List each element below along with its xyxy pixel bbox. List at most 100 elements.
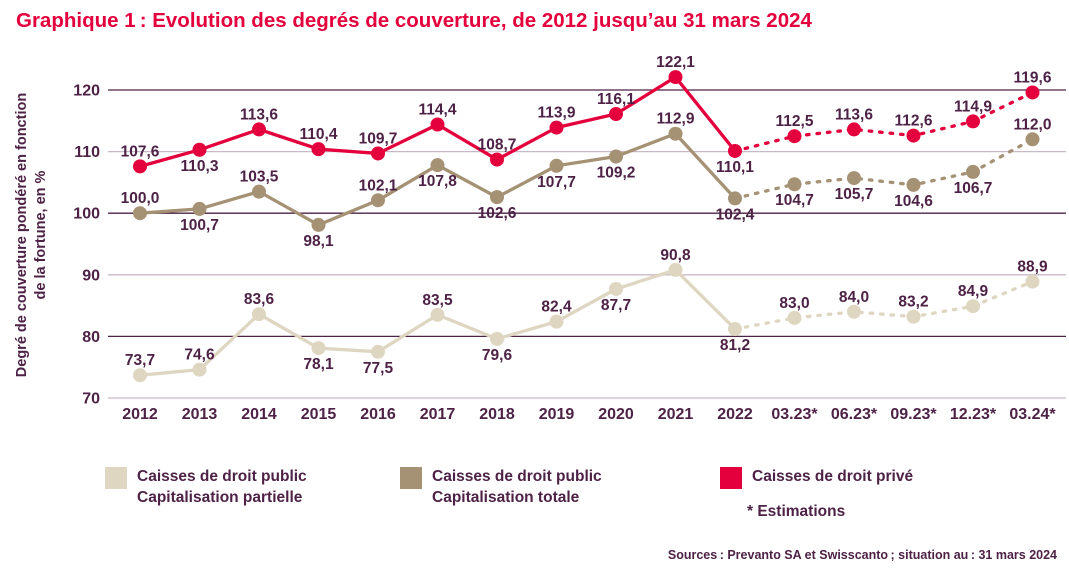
data-label: 78,1 xyxy=(303,356,334,373)
data-label: 88,9 xyxy=(1017,259,1048,276)
series-line-solid xyxy=(139,268,737,377)
data-point xyxy=(430,307,445,322)
x-tick-label: 2019 xyxy=(539,406,575,423)
data-label: 104,7 xyxy=(775,192,814,209)
data-label: 102,4 xyxy=(716,206,755,223)
data-label: 82,4 xyxy=(541,299,572,316)
estimations-footnote: * Estimations xyxy=(747,503,846,520)
data-point xyxy=(609,149,623,164)
data-label: 110,4 xyxy=(300,126,338,143)
y-tick-label-100: 100 xyxy=(73,206,100,223)
data-label: 102,1 xyxy=(359,177,398,194)
data-point xyxy=(1025,274,1040,289)
legend-label-line1: Caisses de droit public xyxy=(432,468,602,485)
x-tick-label: 2014 xyxy=(241,406,277,423)
data-point xyxy=(192,142,207,157)
data-label: 107,8 xyxy=(418,173,457,190)
legend-item-public-partielle: Caisses de droit public Capitalisation p… xyxy=(105,466,307,508)
data-label: 112,5 xyxy=(776,113,814,130)
data-label: 113,6 xyxy=(835,106,873,123)
legend-label-line2: Capitalisation totale xyxy=(432,489,580,506)
data-label: 105,7 xyxy=(835,186,874,203)
data-label: 83,0 xyxy=(779,295,809,312)
data-point xyxy=(787,177,802,192)
data-point xyxy=(490,152,504,167)
data-point xyxy=(133,206,147,221)
data-label: 73,7 xyxy=(125,352,155,369)
data-point xyxy=(371,193,385,208)
x-tick-label: 2020 xyxy=(598,406,634,423)
data-label: 98,1 xyxy=(303,233,334,250)
legend-label-line1: Caisses de droit public xyxy=(137,468,307,485)
x-tick-label: 2022 xyxy=(717,406,753,423)
data-point xyxy=(430,158,445,173)
data-point xyxy=(728,322,742,337)
data-point xyxy=(549,120,564,135)
data-label: 106,7 xyxy=(954,180,993,197)
data-label: 100,7 xyxy=(180,217,219,234)
data-point xyxy=(490,190,504,205)
legend-swatch-prive xyxy=(720,467,742,489)
legend-label: Caisses de droit privé xyxy=(752,466,913,489)
x-tick-label: 03.24* xyxy=(1009,406,1056,423)
data-point xyxy=(668,70,683,85)
data-point xyxy=(966,164,980,179)
data-point xyxy=(490,331,504,346)
data-label: 87,7 xyxy=(601,297,631,314)
y-tick-label-70: 70 xyxy=(82,391,100,408)
data-point xyxy=(1025,132,1040,147)
sources-note: Sources : Prevanto SA et Swisscanto ; si… xyxy=(667,548,1057,562)
data-point xyxy=(847,122,861,137)
y-tick-label-90: 90 xyxy=(82,267,100,284)
data-point xyxy=(668,262,683,277)
data-point xyxy=(252,122,266,137)
data-point xyxy=(430,117,445,132)
data-point xyxy=(668,126,683,141)
data-point xyxy=(371,146,385,161)
data-point xyxy=(311,142,326,157)
data-point xyxy=(252,307,266,322)
legend-swatch-totale xyxy=(400,467,422,489)
data-point xyxy=(728,143,742,158)
x-tick-label: 03.23* xyxy=(771,406,818,423)
legend-label: Caisses de droit public Capitalisation t… xyxy=(432,466,602,508)
legend-label-line1: Caisses de droit privé xyxy=(752,468,914,485)
data-label: 79,6 xyxy=(482,347,513,364)
data-point xyxy=(906,177,921,192)
data-point xyxy=(549,158,564,173)
data-label: 77,5 xyxy=(363,360,394,377)
x-tick-label: 2016 xyxy=(360,406,396,423)
y-tick-label-110: 110 xyxy=(74,144,100,161)
chart-title: Graphique 1 : Evolution des degrés de co… xyxy=(16,9,812,32)
data-point xyxy=(133,159,147,174)
data-label: 116,1 xyxy=(597,91,635,108)
data-label: 110,3 xyxy=(181,158,219,175)
data-point xyxy=(966,114,980,129)
data-label: 119,6 xyxy=(1014,69,1052,86)
data-point xyxy=(966,299,980,314)
data-label: 104,6 xyxy=(894,193,933,210)
data-label: 112,0 xyxy=(1014,116,1052,133)
data-label: 110,1 xyxy=(716,159,754,176)
data-label: 107,6 xyxy=(121,143,160,160)
x-tick-label: 12.23* xyxy=(950,406,997,423)
data-label: 113,9 xyxy=(538,105,576,122)
x-tick-label: 2015 xyxy=(301,406,337,423)
series-line-estimation xyxy=(733,137,1035,201)
data-point xyxy=(549,314,564,329)
data-point xyxy=(609,281,623,296)
data-point xyxy=(192,201,207,216)
data-label: 114,4 xyxy=(419,101,457,118)
data-label: 74,6 xyxy=(184,347,215,364)
y-tick-label-80: 80 xyxy=(82,329,100,346)
data-label: 113,6 xyxy=(240,106,278,123)
legend-label-line2: Capitalisation partielle xyxy=(137,489,303,506)
legend-item-public-totale: Caisses de droit public Capitalisation t… xyxy=(400,466,602,508)
x-tick-label: 2017 xyxy=(420,406,456,423)
data-label: 103,5 xyxy=(240,169,279,186)
data-label: 102,6 xyxy=(478,205,517,222)
data-point xyxy=(133,368,147,383)
data-point xyxy=(787,310,802,325)
data-label: 100,0 xyxy=(121,190,160,207)
